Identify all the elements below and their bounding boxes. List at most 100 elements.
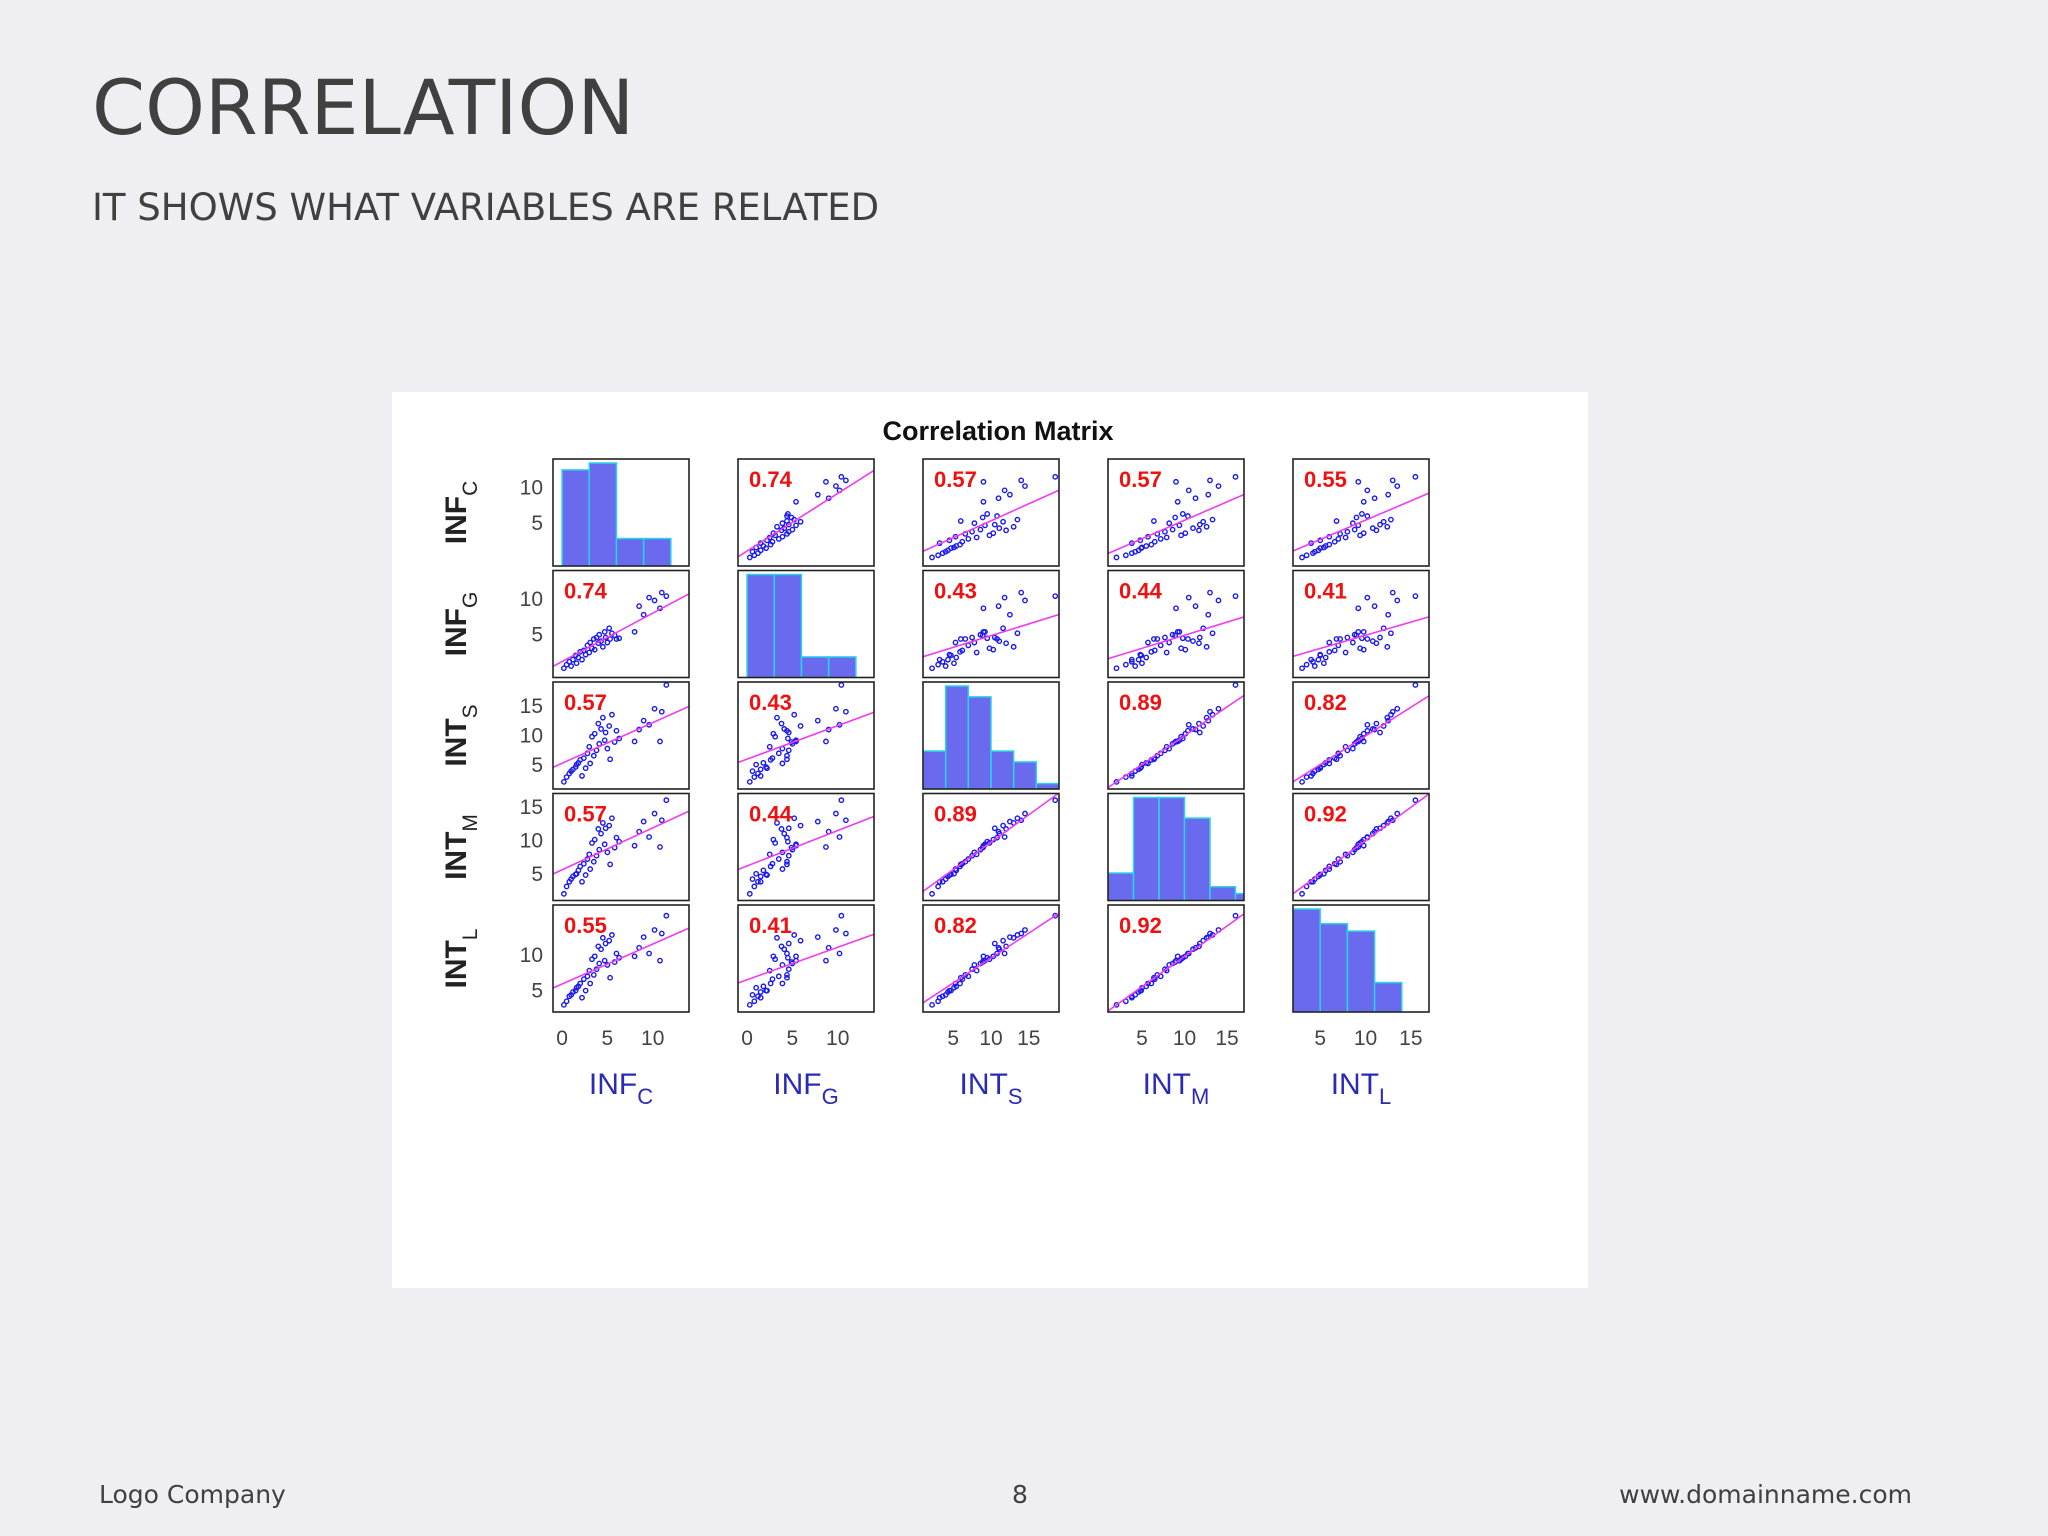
- scatter-point: [587, 980, 594, 987]
- scatter-point: [1174, 628, 1181, 635]
- scatter-point: [590, 858, 597, 865]
- scatter-point: [601, 737, 608, 744]
- scatter-point: [1172, 514, 1179, 521]
- cell-frame: [737, 792, 875, 902]
- y-tick-label: 15: [520, 796, 543, 819]
- footer-website[interactable]: www.domainname.com: [1619, 1480, 1912, 1509]
- scatter-point: [1326, 639, 1333, 646]
- scatter-point: [791, 932, 798, 938]
- x-tick-label: 5: [947, 1027, 959, 1050]
- scatter-point: [1157, 535, 1164, 542]
- scatter-point: [1001, 950, 1008, 957]
- histogram-bar: [1012, 761, 1038, 789]
- scatter-point: [1360, 628, 1367, 635]
- scatter-point: [929, 1001, 935, 1008]
- cell-background: [1293, 682, 1429, 789]
- scatter-point: [1143, 654, 1150, 661]
- scatter-point: [606, 723, 613, 729]
- correlation-coefficient: 0.89: [934, 802, 977, 827]
- scatter-points: [1293, 473, 1429, 561]
- cell-frame: [737, 569, 875, 679]
- histogram-bar: [827, 656, 857, 678]
- scatter-point: [1196, 729, 1203, 736]
- scatter-point: [1022, 483, 1028, 490]
- scatter-point: [778, 826, 785, 832]
- scatter-point: [1178, 532, 1184, 539]
- fit-line: [1293, 616, 1429, 658]
- scatter-point: [1360, 730, 1367, 737]
- correlation-coefficient: 0.89: [1119, 690, 1162, 715]
- scatter-point: [838, 797, 845, 804]
- scatter-point: [613, 950, 620, 957]
- cell-infc-vs-intl: 0.55: [1292, 458, 1430, 567]
- scatter-point: [1052, 473, 1059, 480]
- scatter-point: [609, 711, 615, 718]
- correlation-coefficient: 0.57: [1119, 467, 1162, 492]
- correlation-coefficient: 0.57: [564, 802, 607, 827]
- scatter-point: [1384, 643, 1391, 650]
- scatter-point: [1215, 705, 1222, 712]
- scatter-point: [994, 834, 1000, 841]
- cell-intl-vs-intm: 0.92: [1107, 904, 1245, 1013]
- scatter-point: [1388, 516, 1394, 523]
- scatter-point: [1349, 639, 1356, 646]
- scatter-point: [1052, 797, 1059, 804]
- scatter-point: [1377, 729, 1383, 736]
- scatter-points: [923, 473, 1059, 561]
- scatter-point: [760, 759, 767, 766]
- scatter-point: [1394, 597, 1401, 604]
- y-tick-label: 10: [520, 725, 543, 748]
- scatter-points: [738, 469, 874, 561]
- scatter-point: [957, 861, 964, 868]
- scatter-point: [631, 953, 638, 960]
- axis-label-base: INT: [1331, 1068, 1379, 1101]
- scatter-point: [1373, 720, 1380, 727]
- scatter-point: [785, 852, 792, 859]
- scatter-points: [1108, 682, 1244, 789]
- scatter-point: [751, 998, 758, 1005]
- scatter-point: [791, 711, 798, 718]
- scatter-point: [929, 665, 935, 672]
- x-tick-label: 5: [1136, 1027, 1148, 1050]
- cell-frame: [737, 458, 875, 567]
- correlation-coefficient: 0.41: [749, 913, 792, 938]
- scatter-point: [1190, 638, 1196, 645]
- scatter-point: [1113, 554, 1120, 561]
- scatter-point: [1371, 603, 1378, 610]
- scatter-point: [1122, 661, 1129, 668]
- scatter-point: [1342, 534, 1349, 541]
- scatter-point: [973, 649, 980, 656]
- cell-frame: [1107, 458, 1245, 567]
- scatter-point: [1364, 513, 1371, 519]
- scatter-point: [770, 953, 777, 960]
- scatter-point: [1135, 656, 1142, 663]
- scatter-point: [1148, 541, 1155, 548]
- scatter-point: [980, 478, 987, 485]
- scatter-point: [984, 838, 991, 845]
- scatter-points: [738, 797, 874, 897]
- scatter-point: [957, 974, 964, 981]
- scatter-point: [779, 980, 786, 987]
- cell-infc-vs-ints: 0.57: [922, 458, 1060, 567]
- axis-label-base: INF: [440, 608, 473, 656]
- scatter-point: [1148, 980, 1155, 987]
- scatter-point: [1196, 521, 1203, 528]
- scatter-point: [573, 660, 580, 667]
- scatter-point: [797, 518, 804, 525]
- cell-frame: [737, 681, 875, 790]
- scatter-point: [563, 883, 570, 890]
- scatter-point: [601, 841, 608, 848]
- scatter-point: [991, 521, 998, 528]
- fit-line: [553, 927, 689, 989]
- scatter-point: [598, 726, 604, 732]
- fit-line: [738, 815, 874, 871]
- scatter-point: [753, 870, 760, 877]
- scatter-point: [1360, 738, 1367, 745]
- scatter-point: [602, 729, 609, 736]
- scatter-point: [1151, 974, 1157, 981]
- correlation-coefficient: 0.55: [1304, 467, 1347, 492]
- scatter-point: [979, 514, 986, 521]
- axis-label-subscript: C: [459, 481, 482, 496]
- scatter-point: [586, 649, 593, 656]
- scatter-point: [1371, 495, 1378, 502]
